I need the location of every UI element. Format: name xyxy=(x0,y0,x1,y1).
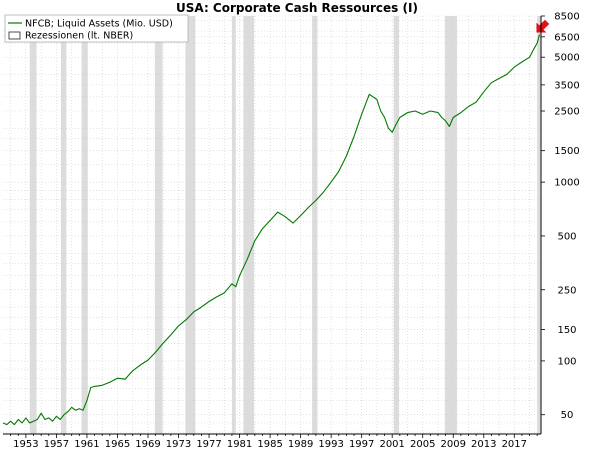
y-tick-label: 3500 xyxy=(554,80,579,91)
x-tick-label: 1957 xyxy=(44,439,69,450)
x-tick-label: 1989 xyxy=(288,439,313,450)
y-tick-label: 500 xyxy=(557,231,576,242)
x-tick-label: 1993 xyxy=(318,439,343,450)
annotation-layer xyxy=(536,19,550,33)
legend-rect-label: Rezessionen (lt. NBER) xyxy=(25,31,133,42)
recession-bands xyxy=(29,16,541,434)
x-tick-label: 1965 xyxy=(105,439,130,450)
x-tick-label: 1961 xyxy=(74,439,99,450)
red-arrow-icon xyxy=(536,19,550,33)
recession-band xyxy=(312,16,318,434)
y-tick-label: 250 xyxy=(557,285,576,296)
x-tick-label: 1953 xyxy=(13,439,38,450)
y-tick-label: 100 xyxy=(557,356,576,367)
series-line xyxy=(2,34,541,426)
recession-band xyxy=(81,16,88,434)
series-layer xyxy=(2,34,541,426)
chart-title: USA: Corporate Cash Ressources (I) xyxy=(176,1,418,15)
y-tick-label: 50 xyxy=(561,410,574,421)
x-tick-label: 1981 xyxy=(227,439,252,450)
y-tick-label: 1500 xyxy=(554,146,579,157)
y-tick-label: 2500 xyxy=(554,107,579,118)
legend-rect-swatch xyxy=(8,31,21,40)
x-tick-label: 2009 xyxy=(441,439,466,450)
y-tick-label: 150 xyxy=(557,325,576,336)
axes: 1953 1957 1961 1965 1969 1973 1977 1981 1985 1989… xyxy=(3,12,580,450)
legend-line-label: NFCB; Liquid Assets (Mio. USD) xyxy=(25,19,173,30)
x-tick-label: 1969 xyxy=(135,439,160,450)
recession-band xyxy=(537,16,541,434)
gridlines xyxy=(3,15,541,434)
x-tick-label: 1985 xyxy=(257,439,282,450)
legend: NFCB; Liquid Assets (Mio. USD) Rezession… xyxy=(4,14,189,43)
legend-box xyxy=(4,14,189,43)
recession-band xyxy=(444,16,458,434)
recession-band xyxy=(185,16,196,434)
x-tick-label: 2001 xyxy=(379,439,404,450)
x-tick-label: 2017 xyxy=(502,439,527,450)
x-tick-label: 1977 xyxy=(196,439,221,450)
recession-band xyxy=(393,16,400,434)
x-tick-label: 2005 xyxy=(410,439,435,450)
recession-band xyxy=(243,16,255,434)
x-tick-label: 1997 xyxy=(349,439,374,450)
y-tick-label: 6500 xyxy=(554,32,579,43)
recession-band xyxy=(60,16,67,434)
recession-band xyxy=(154,16,163,434)
y-tick-label: 5000 xyxy=(554,53,579,64)
x-tick-label: 2013 xyxy=(471,439,496,450)
recession-band xyxy=(29,16,37,434)
recession-band xyxy=(231,16,236,434)
y-tick-label: 8500 xyxy=(554,12,579,23)
x-tick-label: 1973 xyxy=(166,439,191,450)
y-tick-label: 1000 xyxy=(554,178,579,189)
